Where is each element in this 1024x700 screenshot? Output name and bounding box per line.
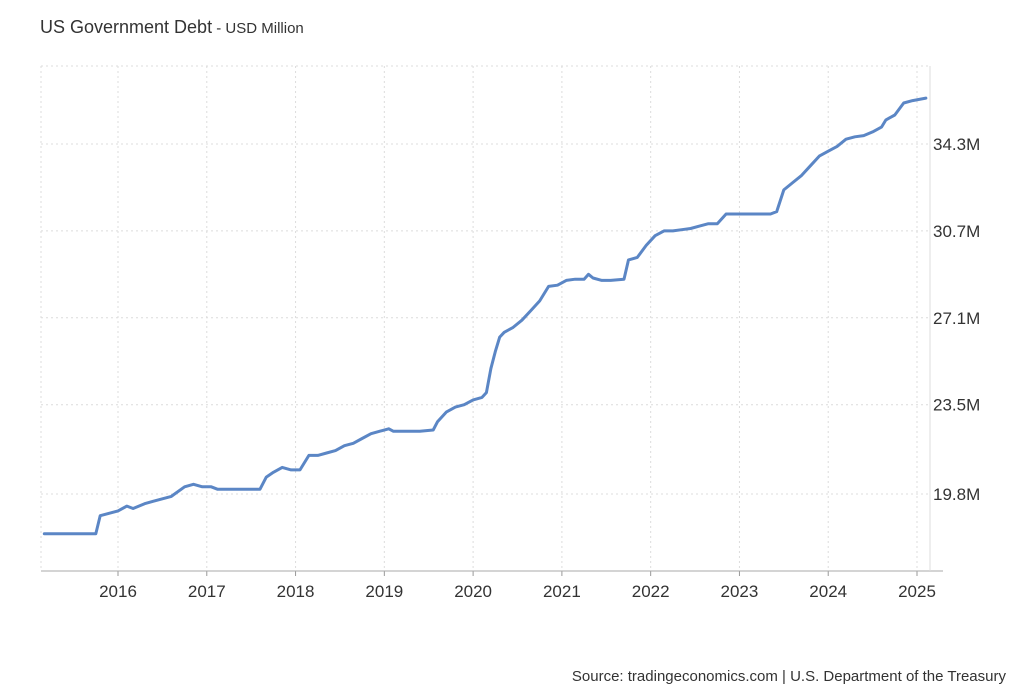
- x-tick-label: 2022: [632, 582, 670, 601]
- y-tick-label: 30.7M: [933, 222, 980, 241]
- y-tick-label: 34.3M: [933, 135, 980, 154]
- tick-labels: 19.8M 23.5M 27.1M 30.7M 34.3M 2016 2017 2018 201…: [99, 135, 980, 601]
- axes-layer: [41, 66, 943, 576]
- x-tick-label: 2024: [809, 582, 847, 601]
- y-tick-label: 27.1M: [933, 309, 980, 328]
- y-tick-label: 19.8M: [933, 485, 980, 504]
- x-tick-label: 2025: [898, 582, 936, 601]
- series-line: [42, 96, 928, 536]
- x-tick-label: 2018: [277, 582, 315, 601]
- x-tick-label: 2021: [543, 582, 581, 601]
- x-tick-label: 2019: [365, 582, 403, 601]
- series-layer: [42, 96, 928, 536]
- y-tick-label: 23.5M: [933, 396, 980, 415]
- x-tick-label: 2020: [454, 582, 492, 601]
- chart-title: US Government Debt: [40, 17, 213, 37]
- x-tick-label: 2017: [188, 582, 226, 601]
- chart-title-block: US Government Debt - USD Million: [40, 17, 304, 38]
- source-note: Source: tradingeconomics.com | U.S. Depa…: [571, 668, 1006, 685]
- x-tick-label: 2016: [99, 582, 137, 601]
- x-tick-label: 2023: [721, 582, 759, 601]
- chart-subtitle: - USD Million: [212, 20, 304, 37]
